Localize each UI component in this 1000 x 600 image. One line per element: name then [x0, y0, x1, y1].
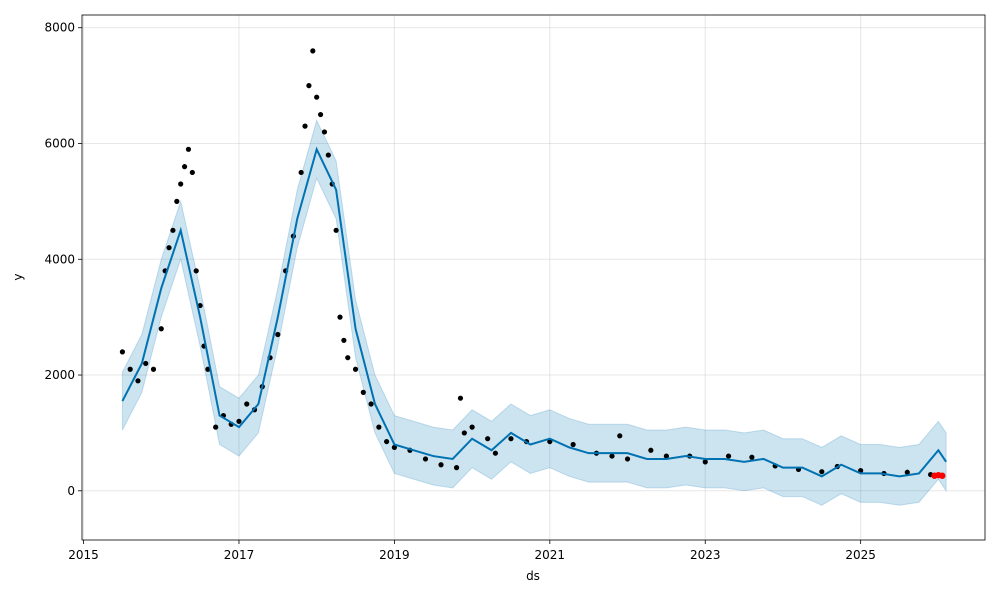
observed-point: [119, 349, 126, 355]
observed-point: [617, 433, 623, 439]
observed-point: [325, 152, 331, 158]
observed-point: [150, 366, 157, 372]
observed-point: [508, 436, 514, 442]
observed-point: [317, 111, 324, 118]
observed-point: [648, 447, 654, 453]
observed-point: [469, 424, 475, 430]
observed-point: [170, 227, 176, 233]
observed-point: [492, 450, 499, 456]
x-tick-label: 2015: [68, 548, 99, 562]
x-tick-label: 2021: [535, 548, 566, 562]
x-tick-label: 2017: [224, 548, 255, 562]
observed-point: [166, 245, 172, 251]
observed-point: [185, 146, 192, 152]
observed-point: [178, 181, 184, 187]
observed-point: [352, 366, 359, 372]
observed-point: [461, 430, 467, 436]
x-axis-label: ds: [526, 569, 540, 583]
y-tick-label: 2000: [44, 368, 75, 382]
y-tick-label: 4000: [44, 252, 75, 266]
observed-point: [127, 366, 133, 372]
observed-point: [422, 456, 429, 462]
observed-point: [438, 462, 444, 468]
observed-point: [457, 395, 464, 401]
observed-point: [236, 418, 242, 424]
forecast-line: [121, 146, 947, 478]
observed-point: [337, 314, 343, 320]
observed-point: [333, 227, 339, 233]
observed-point: [624, 456, 631, 462]
observed-point: [135, 378, 141, 384]
observed-point: [453, 465, 460, 471]
observed-point: [391, 444, 397, 450]
x-tick-label: 2019: [379, 548, 410, 562]
observed-point: [314, 94, 320, 100]
observed-point: [341, 337, 347, 343]
y-tick-label: 6000: [44, 137, 75, 151]
x-tick-label: 2025: [845, 548, 876, 562]
observed-point: [321, 129, 328, 135]
observed-point: [302, 123, 308, 129]
observed-point: [749, 454, 755, 460]
y-axis-label: y: [11, 273, 25, 280]
observed-point: [143, 360, 149, 367]
x-tick-label: 2023: [690, 548, 721, 562]
observed-point: [174, 198, 180, 204]
observed-point: [485, 436, 491, 442]
observed-point: [213, 424, 219, 430]
plot-frame: [81, 14, 986, 541]
observed-point: [904, 469, 910, 475]
observed-point: [306, 83, 312, 89]
y-tick-label: 8000: [44, 21, 75, 35]
observed-point: [570, 441, 576, 448]
observed-point: [609, 453, 615, 459]
y-tick-label: 0: [67, 484, 75, 498]
observed-point: [244, 401, 250, 407]
observed-point: [158, 326, 164, 332]
observed-point: [193, 268, 199, 274]
observed-point: [181, 164, 188, 170]
observed-point: [189, 169, 195, 176]
plot-layer: [82, 15, 985, 540]
observed-point: [298, 169, 304, 176]
observed-point: [725, 453, 732, 459]
observed-point: [384, 438, 390, 445]
observed-point: [376, 424, 382, 430]
observed-point: [310, 48, 316, 54]
observed-point: [819, 469, 825, 475]
test-point: [939, 472, 946, 479]
observed-point: [345, 355, 351, 361]
observed-point: [663, 453, 669, 459]
observed-point: [368, 401, 374, 407]
observed-point: [702, 459, 708, 465]
observed-point: [275, 331, 281, 338]
uncertainty-band: [121, 118, 947, 506]
observed-point: [360, 389, 366, 395]
